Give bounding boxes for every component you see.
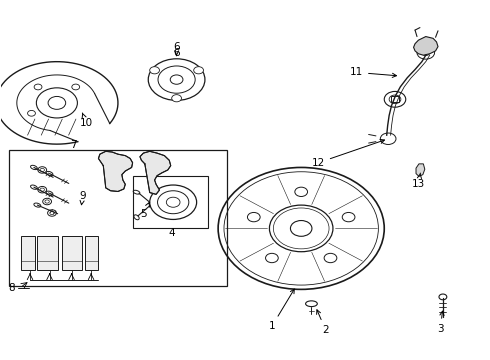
Text: 1: 1 xyxy=(269,289,294,331)
Text: 7: 7 xyxy=(70,140,76,150)
Text: 8: 8 xyxy=(8,283,15,293)
Text: 9: 9 xyxy=(79,191,86,205)
Bar xyxy=(133,176,208,228)
Text: 3: 3 xyxy=(437,311,444,334)
Circle shape xyxy=(150,67,159,74)
Polygon shape xyxy=(414,37,438,55)
Text: 11: 11 xyxy=(350,67,396,77)
Polygon shape xyxy=(416,164,425,176)
Text: 10: 10 xyxy=(80,113,93,128)
Polygon shape xyxy=(140,151,171,194)
Text: 5: 5 xyxy=(141,203,149,219)
Circle shape xyxy=(172,95,181,102)
Bar xyxy=(37,236,58,270)
Text: 2: 2 xyxy=(317,310,329,335)
Text: 4: 4 xyxy=(169,228,175,238)
Text: 12: 12 xyxy=(312,139,385,168)
Text: 6: 6 xyxy=(173,48,180,58)
Bar xyxy=(62,236,82,270)
Bar xyxy=(9,149,227,286)
Polygon shape xyxy=(98,151,133,192)
Bar xyxy=(85,236,98,270)
Text: 13: 13 xyxy=(412,173,425,189)
Bar xyxy=(21,236,35,270)
Bar xyxy=(391,96,399,102)
Text: 6: 6 xyxy=(173,42,180,52)
Circle shape xyxy=(194,67,203,74)
